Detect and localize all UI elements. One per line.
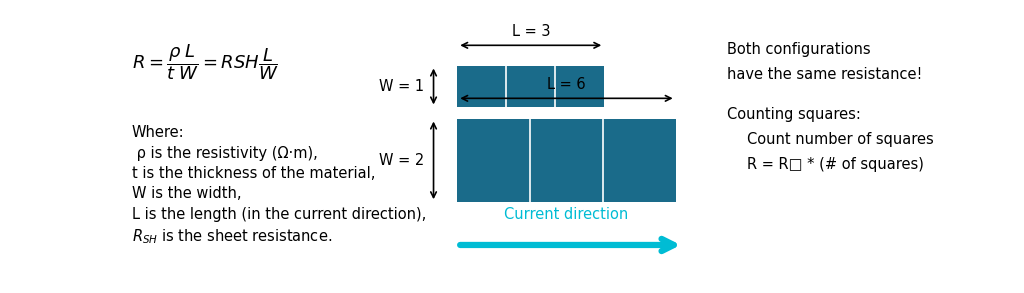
Text: L = 6: L = 6 [547,76,586,92]
Text: W = 1: W = 1 [379,79,424,94]
Text: $R = \dfrac{\rho \; L}{t \; W} = RSH \dfrac{L}{W}$: $R = \dfrac{\rho \; L}{t \; W} = RSH \df… [132,42,279,81]
Bar [458,119,676,202]
Text: R = R□ * (# of squares): R = R□ * (# of squares) [748,157,924,172]
Text: ρ is the resistivity (Ω·m),: ρ is the resistivity (Ω·m), [132,146,317,161]
Text: $R_{SH}$ is the sheet resistance.: $R_{SH}$ is the sheet resistance. [132,227,332,246]
Text: W is the width,: W is the width, [132,186,242,201]
Text: t is the thickness of the material,: t is the thickness of the material, [132,166,376,181]
Text: have the same resistance!: have the same resistance! [727,67,923,82]
Text: L = 3: L = 3 [512,23,550,39]
Text: Both configurations: Both configurations [727,42,870,57]
Text: L is the length (in the current direction),: L is the length (in the current directio… [132,207,426,222]
Text: Counting squares:: Counting squares: [727,107,861,122]
Text: Count number of squares: Count number of squares [748,132,934,147]
Bar [458,66,604,107]
Text: Where:: Where: [132,125,184,140]
Text: Current direction: Current direction [505,207,629,222]
Text: W = 2: W = 2 [379,153,424,168]
